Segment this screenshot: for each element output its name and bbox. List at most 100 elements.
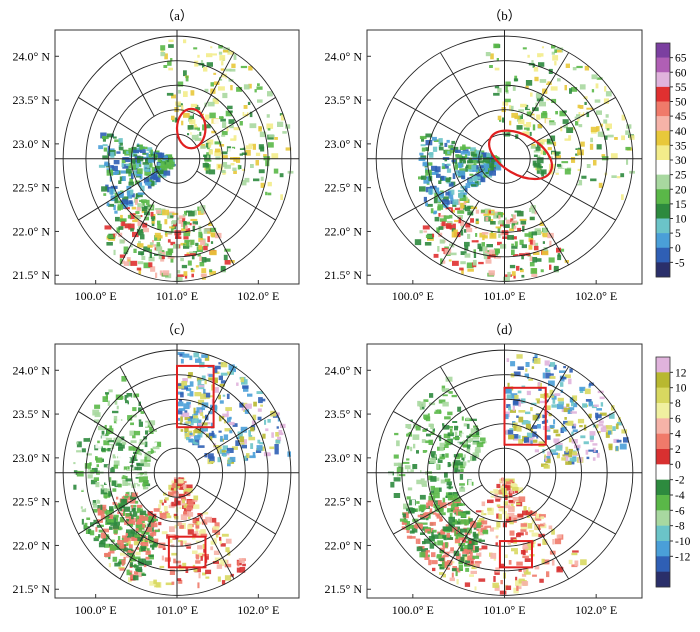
echo-cell	[454, 431, 458, 437]
colorbar-label: 2	[675, 444, 681, 456]
echo-cell	[193, 568, 198, 572]
echo-cell	[113, 204, 116, 211]
echo-cell	[84, 463, 91, 469]
echo-cell	[198, 238, 204, 242]
echo-cell	[140, 541, 143, 546]
colorbar-swatch	[656, 479, 670, 496]
echo-cell	[493, 489, 499, 494]
echo-cell	[535, 146, 541, 151]
echo-cell	[239, 436, 245, 443]
echo-cell	[405, 424, 412, 430]
echo-cell	[202, 572, 207, 576]
colorbar-swatch	[656, 357, 670, 373]
echo-cell	[545, 118, 552, 124]
echo-cell	[534, 353, 538, 359]
echo-cell	[620, 173, 625, 178]
echo-cell	[447, 502, 455, 506]
echo-cell	[540, 269, 544, 273]
echo-cell	[448, 483, 452, 490]
y-tick-label: 24.0° N	[325, 363, 363, 377]
echo-cell	[138, 407, 142, 412]
echo-cell	[224, 428, 231, 432]
echo-cell	[151, 166, 156, 173]
echo-cell	[554, 393, 561, 396]
echo-cell	[204, 88, 209, 92]
echo-cell	[126, 151, 130, 154]
echo-cell	[406, 508, 409, 512]
echo-cell	[462, 430, 465, 433]
echo-cell	[453, 550, 460, 557]
echo-cell	[126, 569, 130, 576]
echo-cell	[245, 145, 253, 150]
echo-cell	[199, 262, 205, 267]
echo-cell	[230, 163, 235, 166]
echo-cell	[137, 504, 143, 508]
echo-cell	[107, 464, 112, 469]
echo-cell	[431, 454, 437, 460]
echo-cell	[134, 157, 138, 163]
echo-cell	[543, 522, 546, 526]
echo-cell	[141, 542, 149, 547]
echo-cell	[529, 216, 535, 221]
echo-cell	[539, 514, 546, 518]
echo-cell	[184, 427, 189, 433]
echo-cell	[200, 145, 206, 149]
echo-cell	[529, 239, 533, 245]
echo-cell	[200, 240, 205, 246]
echo-cell	[451, 140, 456, 145]
echo-cell	[171, 94, 176, 99]
echo-cell	[227, 463, 231, 467]
echo-cell	[110, 171, 118, 175]
colorbar-label: -4	[675, 490, 685, 502]
echo-cell	[96, 464, 99, 468]
echo-cell	[475, 233, 478, 237]
echo-cell	[492, 582, 499, 588]
echo-cell	[181, 120, 184, 126]
y-tick-label: 23.0° N	[13, 137, 51, 151]
colorbar-label: -12	[675, 551, 691, 563]
echo-cell	[445, 177, 451, 183]
echo-cell	[456, 442, 460, 446]
echo-cell	[199, 409, 202, 413]
echo-cell	[451, 231, 458, 238]
echo-cell	[247, 393, 253, 397]
echo-cell	[108, 491, 112, 497]
echo-cell	[195, 358, 202, 363]
echo-cell	[192, 518, 196, 523]
echo-cell	[168, 39, 174, 42]
echo-cell	[508, 434, 515, 440]
echo-cell	[107, 400, 110, 406]
echo-cell	[506, 358, 510, 362]
echo-cell	[198, 552, 205, 558]
echo-cell	[199, 131, 202, 136]
echo-cell	[191, 255, 195, 260]
echo-cell	[525, 362, 530, 367]
echo-cell	[278, 430, 283, 436]
echo-cell	[136, 511, 140, 514]
colorbar-label: 55	[675, 82, 687, 94]
echo-cell	[232, 167, 237, 171]
echo-cell	[393, 493, 401, 498]
echo-cell	[445, 542, 448, 548]
echo-cell	[133, 474, 141, 477]
echo-cell	[413, 423, 418, 429]
radial-line	[199, 52, 235, 117]
echo-cell	[542, 372, 545, 379]
echo-cell	[212, 527, 217, 533]
echo-cell	[421, 548, 428, 554]
echo-cell	[210, 241, 214, 244]
echo-cell	[133, 556, 141, 560]
echo-cell	[210, 232, 217, 238]
echo-cell	[546, 141, 554, 145]
echo-cell	[220, 435, 223, 442]
radial-line	[393, 97, 483, 147]
echo-cell	[174, 498, 179, 502]
echo-cell	[175, 276, 183, 282]
echo-cell	[599, 412, 607, 416]
echo-cell	[495, 226, 502, 229]
echo-cell	[151, 152, 159, 156]
echo-cell	[423, 399, 429, 402]
echo-cell	[220, 265, 226, 272]
echo-cell	[543, 396, 546, 399]
